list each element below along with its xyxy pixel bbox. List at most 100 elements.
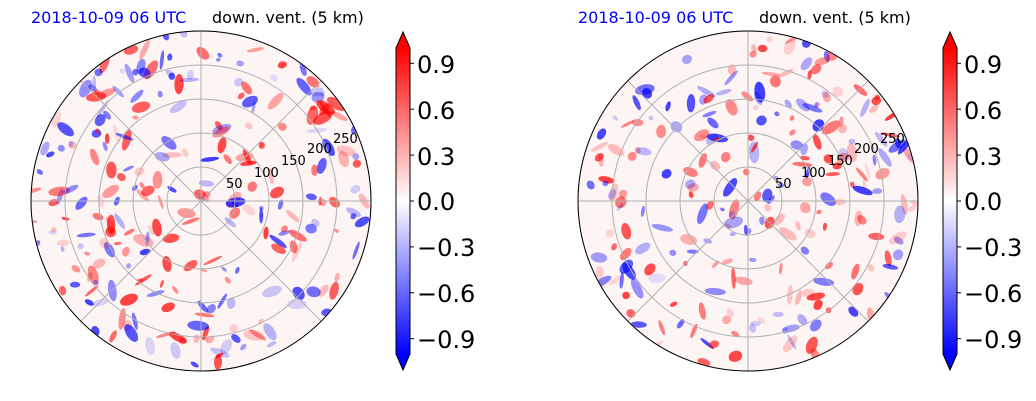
field-blob <box>824 262 834 270</box>
field-blob <box>907 153 913 161</box>
field-blob <box>181 217 200 225</box>
field-blob <box>822 91 831 103</box>
field-blob <box>680 234 698 246</box>
panel-1-radial-label-50: 50 <box>226 177 243 192</box>
field-blob <box>306 76 320 88</box>
field-blob <box>697 203 708 225</box>
field-blob <box>320 91 325 97</box>
field-blob <box>217 52 223 58</box>
field-blob <box>888 231 907 245</box>
panel-1-radial-label-100: 100 <box>254 166 279 181</box>
field-blob <box>217 137 227 154</box>
grid-spoke <box>747 200 869 322</box>
field-blob <box>270 74 278 82</box>
field-blob <box>71 265 81 273</box>
field-blob <box>221 266 227 272</box>
field-blob <box>731 267 736 289</box>
field-blob <box>249 329 267 341</box>
field-blob <box>774 111 780 117</box>
field-blob <box>69 281 81 288</box>
field-blob <box>744 224 748 236</box>
panel-2-colorbar-extend-max <box>943 32 957 48</box>
field-blob <box>113 241 122 246</box>
field-blob <box>220 339 233 355</box>
field-blob <box>216 57 221 62</box>
field-blob <box>316 157 327 174</box>
panel-1-colorbar-tick-0.9: 0.9 <box>417 51 455 79</box>
field-blob <box>62 184 79 194</box>
field-blob <box>334 272 340 283</box>
panel-1-colorbar-gradient <box>396 48 410 354</box>
field-blob <box>212 123 232 135</box>
field-blob <box>595 266 604 279</box>
field-blob <box>51 226 57 233</box>
field-blob <box>174 74 184 95</box>
field-blob <box>705 134 719 145</box>
field-blob <box>725 223 732 229</box>
field-blob <box>892 249 904 261</box>
field-blob <box>797 314 808 326</box>
field-blob <box>687 183 699 192</box>
field-blob <box>893 236 904 245</box>
panel-1-radial-label-200: 200 <box>307 142 332 157</box>
field-blob <box>79 79 93 98</box>
field-blob <box>84 299 94 306</box>
field-blob <box>726 308 735 317</box>
panel-1-colorbar-extend-max <box>396 32 410 48</box>
field-blob <box>169 100 187 114</box>
field-blob <box>802 103 823 113</box>
grid-spoke <box>747 80 869 202</box>
field-blob <box>875 168 890 180</box>
field-blob <box>246 47 265 53</box>
field-blob <box>631 118 644 127</box>
field-blob <box>704 287 727 296</box>
panel-2-colorbar-tick-neg-0.6: −0.6 <box>964 280 1022 308</box>
field-blob <box>690 323 698 339</box>
field-blob <box>590 252 608 263</box>
panel-1-colorbar-outline <box>395 30 411 372</box>
field-blob <box>36 169 43 175</box>
field-blob <box>814 57 830 66</box>
field-blob <box>224 217 237 228</box>
panel-1-colorbar: 0.9 0.6 0.3 0.0 −0.3 −0.6 −0.9 <box>395 30 475 372</box>
panel-1-colorbar-tick-0.0: 0.0 <box>417 188 455 216</box>
field-blob <box>214 121 223 131</box>
field-blob <box>183 260 198 272</box>
field-blob <box>126 263 132 269</box>
field-blob <box>802 177 812 187</box>
field-blob <box>630 278 644 299</box>
field-blob <box>728 350 743 362</box>
field-blob <box>162 255 172 272</box>
panel-2-colorbar-tick-0.3: 0.3 <box>964 143 1002 171</box>
field-blob <box>706 200 714 210</box>
field-blob <box>661 169 672 179</box>
field-blob <box>123 165 134 172</box>
grid-spoke <box>80 80 202 202</box>
field-blob <box>908 204 917 212</box>
field-blob <box>867 264 875 272</box>
field-blob <box>800 57 813 71</box>
panel-2-colorbar-outline <box>942 30 958 372</box>
field-blob <box>292 286 305 300</box>
field-blob <box>306 286 321 298</box>
field-blob <box>712 260 720 268</box>
field-blob <box>288 229 307 242</box>
field-blob <box>92 258 106 269</box>
field-blob <box>728 211 736 219</box>
field-blob <box>114 213 126 229</box>
field-blob <box>354 216 370 228</box>
field-blob <box>855 167 868 182</box>
panel-1-radial-label-150: 150 <box>281 154 306 169</box>
field-blob <box>313 110 333 125</box>
field-blob <box>789 129 796 136</box>
field-blob <box>781 324 800 333</box>
field-blob <box>805 166 811 179</box>
field-blob <box>787 334 797 350</box>
field-blob <box>790 140 803 150</box>
field-blob <box>242 204 256 216</box>
field-blob <box>800 202 811 214</box>
field-blob <box>172 286 179 294</box>
field-blob <box>823 51 830 63</box>
field-blob <box>812 119 825 132</box>
field-blob <box>305 193 317 201</box>
